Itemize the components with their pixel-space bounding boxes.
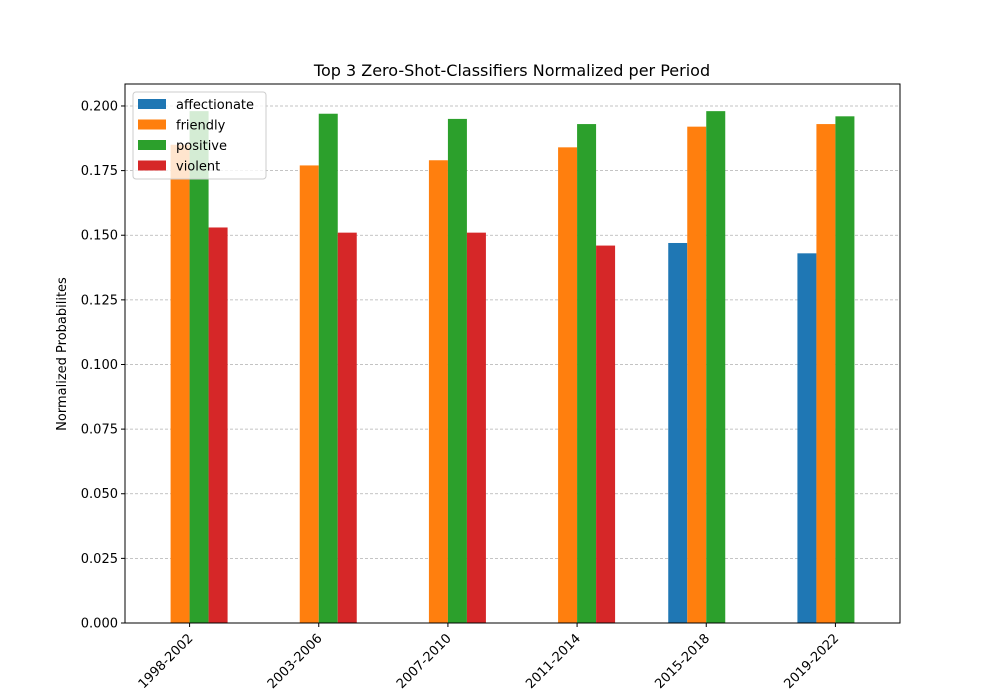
bar-friendly-2019-2022	[816, 124, 836, 623]
legend-box	[132, 91, 267, 180]
x-tick-label: 2011-2014	[523, 631, 584, 692]
grid-lines	[125, 105, 900, 624]
bar-friendly-2011-2014	[558, 147, 578, 623]
y-tick-label: 0.050	[81, 487, 118, 502]
y-tick-label: 0.200	[81, 99, 118, 114]
plot-frame	[124, 83, 901, 624]
x-tick-label: 2003-2006	[265, 631, 326, 692]
y-tick-label: 0.100	[81, 358, 118, 373]
legend-label-violent: violent	[176, 160, 220, 175]
legend-label-positive: positive	[176, 139, 227, 154]
bar-positive-2019-2022	[835, 116, 855, 623]
legend-swatch-affectionate	[138, 99, 166, 109]
bar-violent-2003-2006	[337, 232, 357, 623]
x-axis: 1998-2002 2003-2006 2007-2010 2011-2014 2015…	[136, 623, 843, 692]
bar-friendly-2003-2006	[299, 165, 319, 624]
chart-title: Top 3 Zero-Shot-Classifiers Normalized p…	[313, 61, 710, 80]
y-tick-label: 0.150	[81, 229, 118, 244]
bar-friendly-2007-2010	[428, 160, 448, 623]
bar-affectionate-2015-2018	[668, 242, 688, 624]
bar-positive-2015-2018	[706, 111, 726, 623]
bars	[170, 111, 855, 624]
bar-positive-2007-2010	[447, 118, 467, 623]
legend: affectionate friendly positive violent	[132, 91, 267, 180]
bar-friendly-2015-2018	[687, 126, 707, 624]
bar-violent-2011-2014	[596, 245, 616, 623]
y-tick-label: 0.175	[81, 164, 118, 179]
x-tick-label: 2015-2018	[652, 631, 713, 692]
y-tick-label: 0.025	[81, 552, 118, 567]
legend-label-friendly: friendly	[176, 119, 226, 134]
y-tick-label: 0.075	[81, 423, 118, 438]
bar-friendly-1998-2002	[170, 144, 190, 623]
x-tick-label: 2019-2022	[782, 631, 843, 692]
x-tick-label: 1998-2002	[136, 631, 197, 692]
legend-swatch-positive	[138, 140, 166, 150]
legend-label-affectionate: affectionate	[176, 98, 254, 113]
bar-positive-2003-2006	[318, 113, 338, 624]
bar-affectionate-2019-2022	[797, 253, 817, 623]
x-tick-label: 2007-2010	[394, 631, 455, 692]
y-tick-label: 0.000	[81, 617, 118, 632]
legend-swatch-violent	[138, 160, 166, 171]
bar-positive-1998-2002	[189, 111, 209, 623]
bar-violent-2007-2010	[466, 232, 486, 623]
bar-positive-2011-2014	[577, 124, 597, 623]
y-tick-label: 0.125	[81, 293, 118, 308]
bar-violent-1998-2002	[208, 227, 228, 623]
y-axis: 0.000 0.025 0.050 0.075 0.100 0.125 0.150 0.175…	[81, 99, 125, 632]
y-axis-label: Normalized Probabilites	[55, 277, 70, 431]
legend-swatch-friendly	[138, 119, 166, 130]
